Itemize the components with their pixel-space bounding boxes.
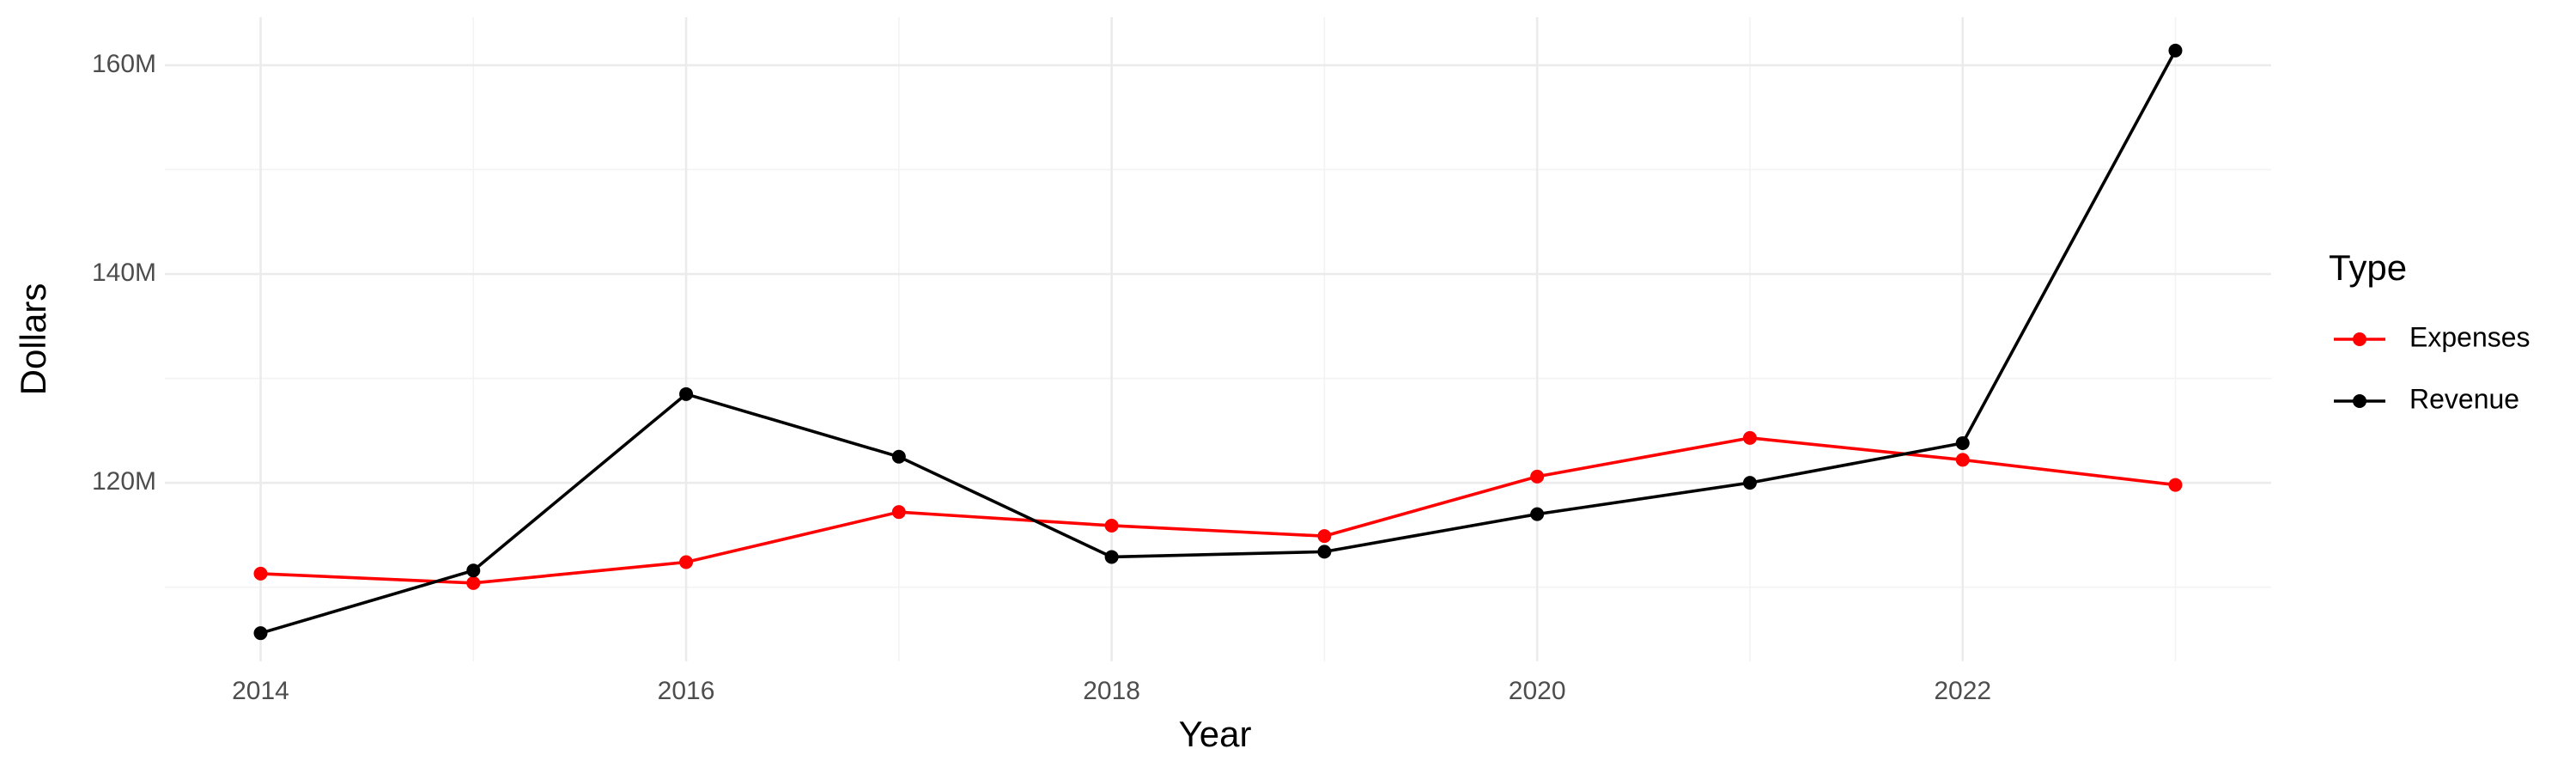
data-point [1530, 469, 1545, 484]
y-tick-label: 120M [92, 467, 156, 496]
x-tick-label: 2018 [1083, 677, 1140, 705]
legend-label: Revenue [2409, 383, 2519, 414]
legend-label: Expenses [2409, 321, 2530, 352]
data-point [1104, 550, 1119, 564]
x-axis-title: Year [1179, 714, 1252, 754]
data-point [466, 575, 481, 590]
data-point [253, 626, 268, 641]
data-point [1317, 545, 1332, 559]
legend-key-point [2353, 332, 2366, 346]
data-point [679, 555, 694, 569]
data-point [679, 386, 694, 401]
data-point [1742, 476, 1757, 490]
data-point [466, 563, 481, 578]
legend-title: Type [2329, 247, 2407, 288]
legend-key-point [2353, 394, 2366, 408]
y-axis-title: Dollars [13, 283, 53, 396]
x-tick-label: 2014 [232, 677, 289, 705]
x-tick-label: 2020 [1509, 677, 1566, 705]
data-point [1104, 518, 1119, 533]
series-line [259, 50, 2178, 635]
data-point [1530, 507, 1545, 521]
data-point [891, 449, 906, 464]
series-line [260, 436, 2176, 585]
data-point [2168, 478, 2183, 492]
y-tick-label: 160M [92, 50, 156, 78]
data-point [1742, 430, 1757, 445]
data-point [253, 566, 268, 581]
x-tick-label: 2022 [1934, 677, 1991, 705]
data-point [1317, 529, 1332, 544]
y-tick-label: 140M [92, 259, 156, 287]
data-point [2168, 43, 2183, 58]
data-point [891, 505, 906, 520]
data-point [1955, 453, 1970, 467]
x-tick-label: 2016 [658, 677, 715, 705]
data-point [1955, 435, 1970, 450]
